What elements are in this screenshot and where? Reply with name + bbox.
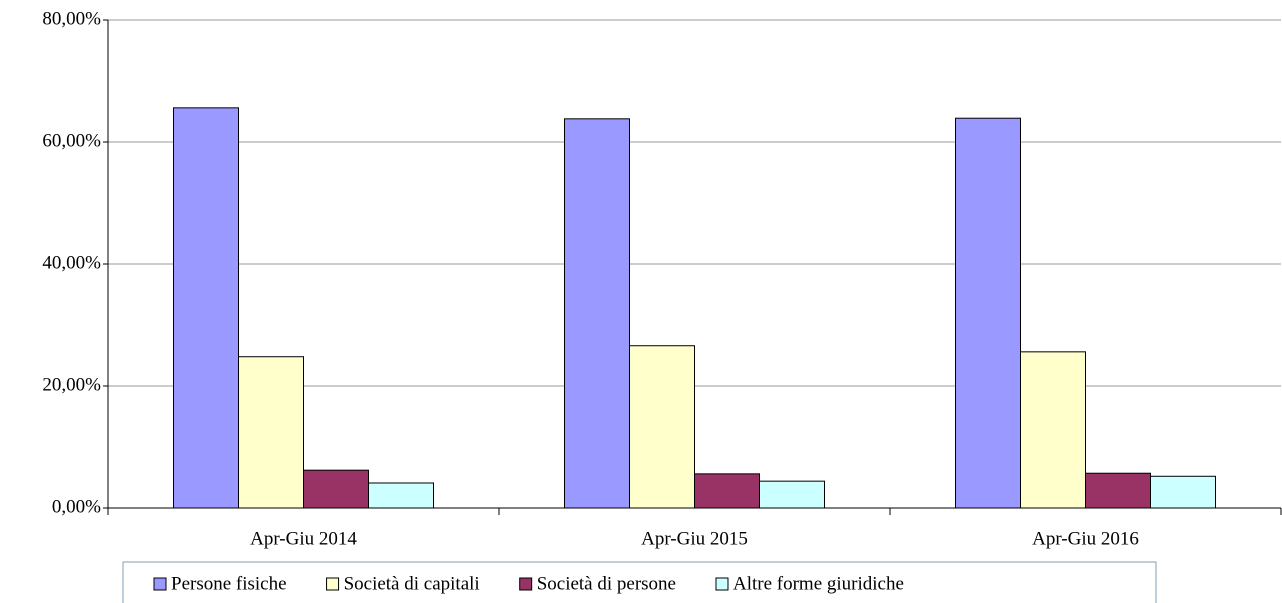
bar xyxy=(368,482,434,509)
y-tick-label: 20,00% xyxy=(42,374,101,395)
legend-swatch xyxy=(519,577,533,591)
bar xyxy=(1150,475,1216,509)
legend-swatch xyxy=(715,577,729,591)
legend-label: Persone fisiche xyxy=(171,573,287,594)
legend-swatch xyxy=(153,577,167,591)
y-tick-label: 0,00% xyxy=(52,496,101,517)
bar xyxy=(238,356,304,509)
legend-label: Società di persone xyxy=(537,573,676,594)
legend-swatch xyxy=(326,577,340,591)
x-tick-label: Apr-Giu 2016 xyxy=(1032,528,1139,549)
bar xyxy=(303,469,369,509)
bar xyxy=(694,473,760,509)
y-tick-label: 60,00% xyxy=(42,130,101,151)
y-tick-label: 40,00% xyxy=(42,252,101,273)
bar xyxy=(629,345,695,509)
bar xyxy=(759,480,825,509)
legend-label: Società di capitali xyxy=(344,573,480,594)
x-tick-label: Apr-Giu 2014 xyxy=(250,528,357,549)
legend-box xyxy=(122,561,1157,603)
legend-label: Altre forme giuridiche xyxy=(733,573,904,594)
bar xyxy=(564,118,630,509)
bar xyxy=(173,107,239,509)
bar xyxy=(955,117,1021,509)
bar xyxy=(1020,351,1086,509)
x-tick-label: Apr-Giu 2015 xyxy=(641,528,748,549)
y-tick-label: 80,00% xyxy=(42,8,101,29)
bar xyxy=(1085,472,1151,509)
